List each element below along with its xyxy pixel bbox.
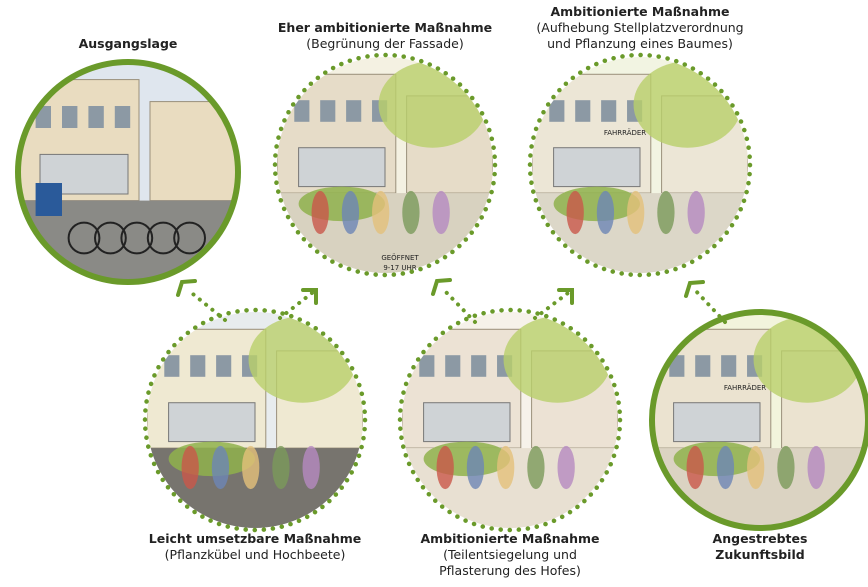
tree — [634, 61, 742, 147]
sign-text: FAHRRÄDER — [724, 383, 766, 392]
window — [419, 355, 434, 377]
node-subtitle: und Pflanzung eines Baumes) — [547, 36, 733, 51]
window — [721, 355, 736, 377]
arrow-head — [686, 282, 703, 296]
window — [346, 100, 361, 122]
node-subtitle: (Teilentsiegelung und — [443, 547, 577, 562]
person — [808, 446, 825, 489]
garage — [424, 403, 510, 442]
node-subtitle: (Begrünung der Fassade) — [306, 36, 463, 51]
arrow-line — [188, 290, 225, 320]
person — [467, 446, 484, 489]
window — [216, 355, 231, 377]
arrow-line — [442, 288, 475, 322]
tree — [249, 316, 357, 402]
arrow-line — [535, 293, 568, 318]
tree — [379, 61, 487, 147]
window — [471, 355, 486, 377]
person — [688, 191, 705, 234]
person — [182, 446, 199, 489]
node-subtitle: Pflasterung des Hofes) — [439, 563, 581, 578]
scene — [402, 312, 618, 528]
person — [687, 446, 704, 489]
window — [320, 100, 335, 122]
person — [242, 446, 259, 489]
node-title: Leicht umsetzbare Maßnahme — [149, 531, 361, 546]
node-title: Zukunftsbild — [715, 547, 804, 562]
scene — [532, 57, 748, 273]
window — [294, 100, 309, 122]
tree — [504, 316, 612, 402]
person — [433, 191, 450, 234]
window — [115, 106, 130, 128]
garage — [169, 403, 255, 442]
scene — [147, 312, 363, 528]
bin — [36, 183, 62, 216]
sign: FAHRRÄDER — [604, 128, 646, 137]
person — [717, 446, 734, 489]
node-title: Ausgangslage — [79, 36, 178, 51]
person — [272, 446, 289, 489]
node-title: Eher ambitionierte Maßnahme — [278, 20, 492, 35]
person — [747, 446, 764, 489]
person — [777, 446, 794, 489]
person — [627, 191, 644, 234]
person — [372, 191, 389, 234]
person — [657, 191, 674, 234]
plants — [554, 187, 640, 222]
person — [497, 446, 514, 489]
person — [597, 191, 614, 234]
node-title: Angestrebtes — [713, 531, 808, 546]
sign-text: FAHRRÄDER — [604, 128, 646, 137]
node-subtitle: (Aufhebung Stellplatzverordnung — [536, 20, 743, 35]
person — [212, 446, 229, 489]
person — [342, 191, 359, 234]
diagram: AusgangslageGEÖFFNET9-17 UHREher ambitio… — [0, 0, 868, 583]
scene — [277, 57, 493, 273]
person — [402, 191, 419, 234]
window — [164, 355, 179, 377]
plants — [674, 442, 760, 477]
person — [312, 191, 329, 234]
window — [190, 355, 205, 377]
garage — [674, 403, 760, 442]
person — [567, 191, 584, 234]
person — [437, 446, 454, 489]
window — [88, 106, 103, 128]
sign-text: GEÖFFNET — [381, 253, 419, 262]
arrow-line — [695, 290, 725, 322]
node-subtitle: (Pflanzkübel und Hochbeete) — [165, 547, 346, 562]
node-title: Ambitionierte Maßnahme — [420, 531, 599, 546]
sign: FAHRRÄDER — [724, 383, 766, 392]
person — [303, 446, 320, 489]
plants — [169, 442, 255, 477]
window — [695, 355, 710, 377]
window — [62, 106, 77, 128]
person — [558, 446, 575, 489]
window — [549, 100, 564, 122]
window — [601, 100, 616, 122]
garage — [299, 148, 385, 187]
window — [445, 355, 460, 377]
plants — [424, 442, 510, 477]
node-title: Ambitionierte Maßnahme — [550, 4, 729, 19]
garage — [554, 148, 640, 187]
tree — [754, 316, 862, 402]
person — [527, 446, 544, 489]
plants — [299, 187, 385, 222]
window — [575, 100, 590, 122]
